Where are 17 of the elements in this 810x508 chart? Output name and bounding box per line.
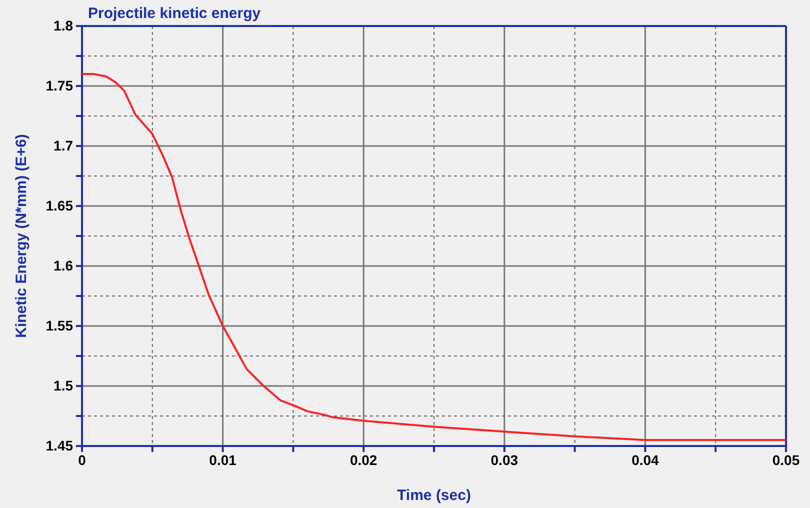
y-tick-label: 1.6 — [54, 257, 74, 274]
chart-title: Projectile kinetic energy — [88, 5, 262, 22]
x-tick-label: 0 — [78, 452, 86, 468]
y-tick-label: 1.45 — [46, 437, 74, 454]
y-tick-label: 1.65 — [46, 197, 74, 214]
y-tick-label: 1.5 — [54, 377, 74, 394]
y-tick-label: 1.75 — [46, 77, 74, 94]
y-tick-label: 1.8 — [54, 17, 74, 34]
y-tick-label: 1.7 — [54, 137, 74, 154]
x-axis-title: Time (sec) — [397, 487, 471, 504]
x-tick-label: 0.01 — [209, 452, 237, 468]
x-tick-label: 0.04 — [632, 452, 660, 468]
x-tick-label: 0.03 — [490, 452, 518, 468]
y-tick-label: 1.55 — [46, 317, 74, 334]
x-tick-label: 0.05 — [772, 452, 800, 468]
x-tick-label: 0.02 — [350, 452, 378, 468]
y-axis-title: Kinetic Energy (N*mm) (E+6) — [13, 134, 30, 338]
